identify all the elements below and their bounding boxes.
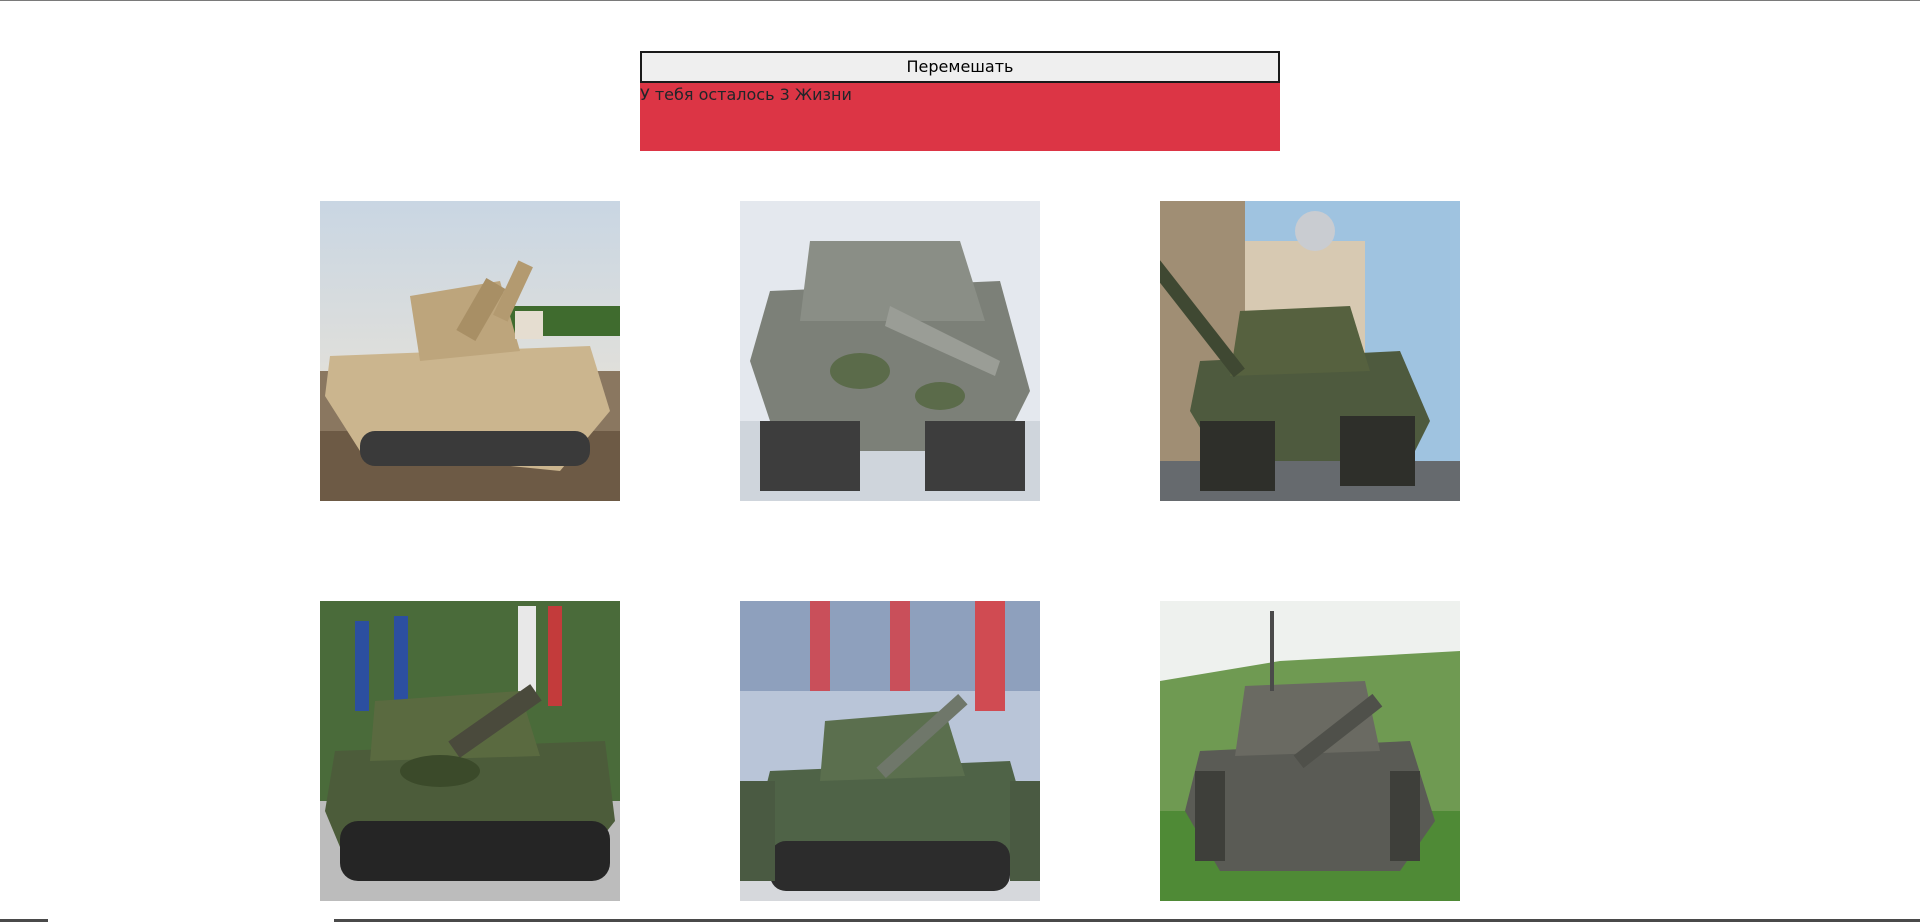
card-tank-3[interactable]: [1160, 201, 1460, 501]
tank-chinese-parade-image: [740, 601, 1040, 901]
tank-french-parade-image: [320, 601, 620, 901]
game-controls: Перемешать У тебя осталось 3 Жизни: [640, 51, 1280, 151]
bottom-divider: [0, 919, 1920, 922]
bottom-divider-right: [334, 919, 1920, 922]
tank-grey-camo-image: [740, 201, 1040, 501]
tank-green-parade-image: [1160, 201, 1460, 501]
top-divider: [0, 0, 1920, 1]
lives-status: У тебя осталось 3 Жизни: [640, 83, 1280, 151]
tank-field-camo-image: [1160, 601, 1460, 901]
card-tank-5[interactable]: [740, 601, 1040, 901]
lives-text: У тебя осталось 3 Жизни: [640, 85, 852, 104]
bottom-divider-left: [0, 919, 48, 922]
card-tank-4[interactable]: [320, 601, 620, 901]
card-tank-6[interactable]: [1160, 601, 1460, 901]
tank-desert-image: [320, 201, 620, 501]
card-tank-1[interactable]: [320, 201, 620, 501]
shuffle-button[interactable]: Перемешать: [640, 51, 1280, 83]
card-tank-2[interactable]: [740, 201, 1040, 501]
